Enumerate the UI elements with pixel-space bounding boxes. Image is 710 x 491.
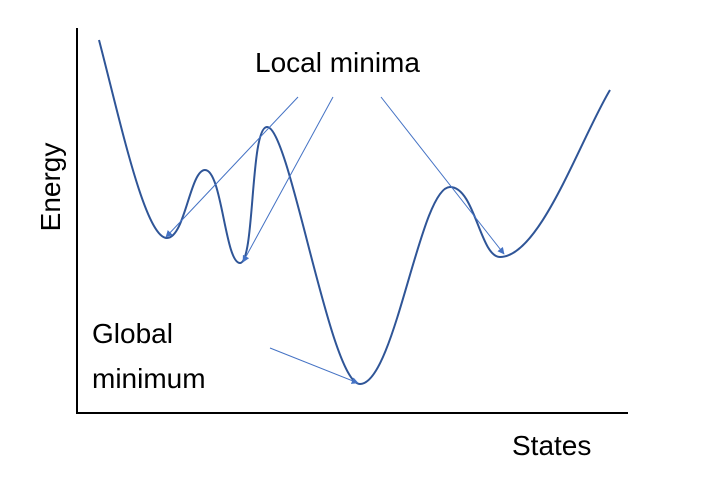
x-axis-label: States — [512, 430, 591, 461]
global-minimum-label: Global — [92, 318, 173, 349]
energy-curve — [98, 39, 611, 386]
arrow — [242, 96, 334, 263]
local-minima-label: Local minima — [255, 47, 420, 78]
arrow — [269, 347, 359, 384]
global-minimum-label: minimum — [92, 363, 206, 394]
arrow — [165, 96, 299, 238]
arrow — [380, 96, 505, 255]
y-axis-label: Energy — [35, 143, 66, 232]
